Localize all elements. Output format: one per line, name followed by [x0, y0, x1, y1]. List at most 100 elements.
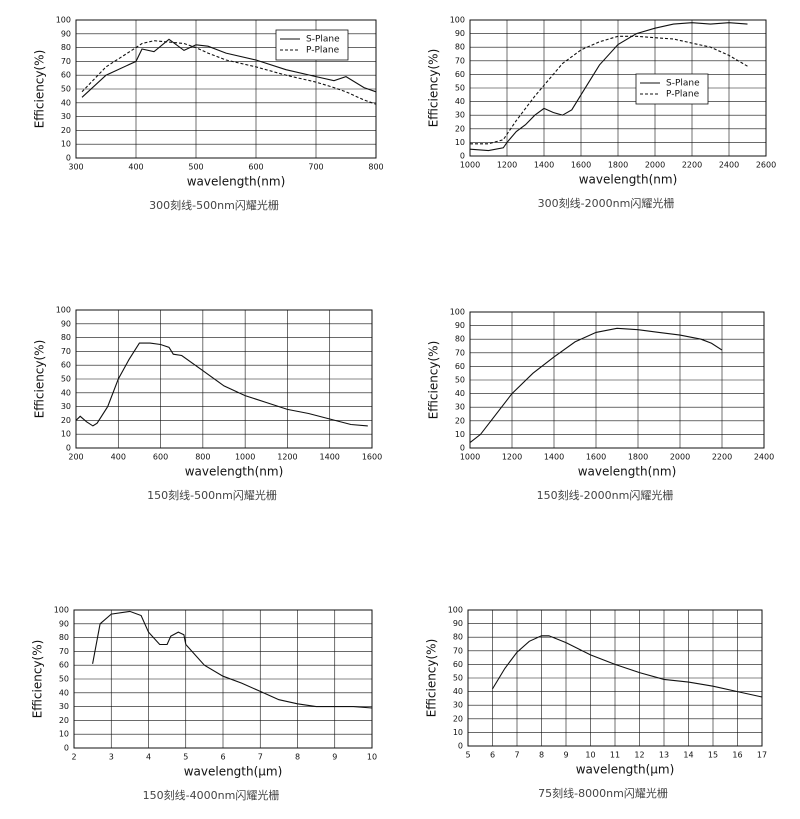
x-tick-label: 13 [659, 751, 669, 760]
x-tick-label: 1000 [460, 161, 480, 170]
x-tick-label: 9 [563, 751, 568, 760]
y-tick-label: 70 [59, 647, 69, 656]
y-tick-label: 60 [59, 661, 69, 670]
x-tick-label: 2000 [645, 161, 665, 170]
y-tick-label: 20 [455, 124, 465, 133]
y-tick-label: 90 [455, 321, 465, 330]
x-tick-label: 5 [183, 753, 188, 762]
x-tick-label: 1200 [497, 161, 517, 170]
x-axis-label: wavelength(nm) [579, 173, 678, 187]
y-tick-label: 80 [61, 333, 71, 342]
y-tick-label: 50 [453, 674, 463, 683]
y-tick-label: 30 [61, 402, 71, 411]
x-tick-label: 800 [368, 163, 383, 172]
caption: 150刻线-500nm闪耀光栅 [147, 488, 277, 502]
y-tick-label: 20 [455, 416, 465, 425]
y-tick-label: 60 [455, 70, 465, 79]
y-tick-label: 10 [61, 140, 71, 149]
legend-label: P-Plane [666, 90, 700, 100]
x-tick-label: 3 [109, 753, 114, 762]
y-tick-label: 90 [59, 619, 69, 628]
x-tick-label: 200 [68, 453, 83, 462]
y-axis-label: Efficiency(%) [33, 340, 47, 419]
x-tick-label: 1400 [544, 453, 564, 462]
y-tick-label: 70 [61, 57, 71, 66]
x-tick-label: 2200 [712, 453, 732, 462]
legend-label: S-Plane [666, 79, 700, 89]
legend-box [275, 29, 349, 61]
y-tick-label: 100 [54, 606, 69, 615]
x-tick-label: 4 [146, 753, 151, 762]
x-tick-label: 16 [732, 751, 742, 760]
y-tick-label: 40 [61, 388, 71, 397]
y-tick-label: 0 [460, 152, 465, 161]
y-tick-label: 80 [59, 633, 69, 642]
legend-label: S-Plane [306, 35, 340, 45]
data-line [470, 35, 748, 145]
y-tick-label: 0 [66, 154, 71, 163]
y-tick-label: 40 [455, 389, 465, 398]
x-tick-label: 11 [610, 751, 620, 760]
y-tick-label: 50 [61, 85, 71, 94]
data-line [492, 635, 763, 698]
x-axis-label: wavelength(nm) [187, 175, 286, 189]
y-tick-label: 70 [61, 347, 71, 356]
y-tick-label: 70 [455, 348, 465, 357]
y-tick-label: 20 [59, 716, 69, 725]
y-tick-label: 90 [61, 29, 71, 38]
y-tick-label: 70 [455, 56, 465, 65]
y-axis-label: Efficiency(%) [31, 640, 45, 719]
y-tick-label: 70 [453, 646, 463, 655]
y-tick-label: 60 [61, 361, 71, 370]
y-tick-label: 20 [61, 126, 71, 135]
x-tick-label: 9 [332, 753, 337, 762]
x-tick-label: 5 [465, 751, 470, 760]
x-tick-label: 6 [490, 751, 495, 760]
x-tick-label: 17 [757, 751, 767, 760]
x-tick-label: 7 [514, 751, 519, 760]
y-tick-label: 40 [61, 98, 71, 107]
x-tick-label: 1200 [502, 453, 522, 462]
x-tick-label: 800 [195, 453, 210, 462]
y-tick-label: 60 [453, 660, 463, 669]
x-axis-label: wavelength(nm) [185, 465, 284, 479]
y-tick-label: 90 [453, 619, 463, 628]
x-tick-label: 2400 [754, 453, 774, 462]
y-tick-label: 50 [61, 375, 71, 384]
y-tick-label: 20 [453, 714, 463, 723]
y-axis-label: Efficiency(%) [425, 639, 439, 718]
y-tick-label: 50 [455, 376, 465, 385]
y-tick-label: 80 [455, 335, 465, 344]
x-tick-label: 2200 [682, 161, 702, 170]
x-tick-label: 8 [295, 753, 300, 762]
x-tick-label: 1000 [460, 453, 480, 462]
x-tick-label: 1400 [320, 453, 340, 462]
data-line [469, 22, 748, 152]
x-tick-label: 400 [128, 163, 143, 172]
x-tick-label: 8 [539, 751, 544, 760]
y-tick-label: 60 [61, 71, 71, 80]
caption: 300刻线-2000nm闪耀光栅 [538, 196, 675, 210]
x-tick-label: 2000 [670, 453, 690, 462]
y-tick-label: 30 [61, 112, 71, 121]
y-tick-label: 0 [64, 744, 69, 753]
x-tick-label: 1800 [628, 453, 648, 462]
y-tick-label: 30 [59, 702, 69, 711]
y-tick-label: 60 [455, 362, 465, 371]
y-axis-label: Efficiency(%) [33, 50, 47, 129]
y-tick-label: 50 [455, 84, 465, 93]
y-tick-label: 40 [59, 688, 69, 697]
y-tick-label: 100 [448, 606, 463, 615]
data-line [81, 38, 377, 98]
x-tick-label: 2600 [756, 161, 776, 170]
y-tick-label: 0 [66, 444, 71, 453]
y-tick-label: 30 [455, 111, 465, 120]
y-tick-label: 100 [450, 16, 465, 25]
x-axis-label: wavelength(nm) [578, 465, 677, 479]
y-tick-label: 10 [59, 730, 69, 739]
x-axis-label: wavelength(μm) [184, 765, 283, 779]
y-tick-label: 90 [455, 29, 465, 38]
x-tick-label: 1800 [608, 161, 628, 170]
y-tick-label: 30 [455, 403, 465, 412]
